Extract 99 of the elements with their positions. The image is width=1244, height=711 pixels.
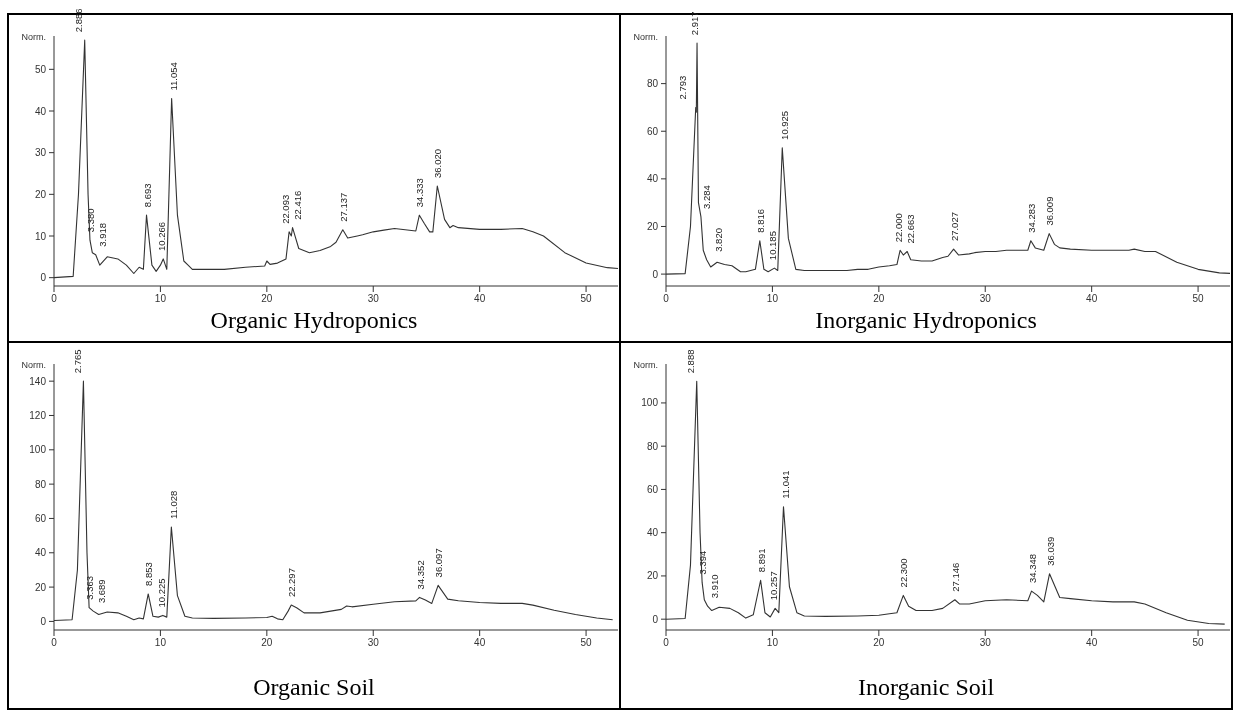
y-tick-label: 80 — [646, 78, 659, 90]
x-tick-label: 50 — [1192, 637, 1205, 648]
annotation: 27.146 — [949, 562, 961, 592]
annotation: 36.009 — [1044, 196, 1056, 226]
annotation: 10.225 — [156, 578, 168, 608]
x-tick-label: 10 — [766, 293, 779, 304]
annotation: 27.027 — [948, 212, 960, 242]
annotation: 22.416 — [291, 190, 303, 220]
y-tick-label: 40 — [646, 527, 659, 539]
y-tick-label: 40 — [34, 105, 47, 117]
y-axis-title: Norm. — [21, 360, 46, 370]
x-tick-label: 50 — [1192, 293, 1205, 304]
annotation: 3.363 — [83, 575, 95, 600]
annotation: 10.925 — [779, 110, 791, 140]
annotation: 3.910 — [709, 574, 721, 599]
annotation: 22.300 — [898, 558, 910, 588]
y-tick-label: 0 — [40, 272, 47, 284]
annotation: 3.820 — [713, 228, 725, 252]
x-tick-label: 30 — [367, 637, 380, 648]
y-tick-label: 0 — [40, 615, 47, 627]
x-tick-label: 10 — [154, 293, 167, 304]
annotation: 8.693 — [141, 183, 153, 208]
annotation: 3.394 — [697, 550, 709, 575]
y-tick-label: 100 — [29, 444, 47, 456]
annotation: 2.765 — [71, 349, 83, 374]
y-tick-label: 20 — [34, 581, 47, 593]
annotation: 3.689 — [95, 579, 107, 604]
y-tick-label: 0 — [652, 268, 659, 280]
y-axis-title: Norm. — [21, 32, 46, 42]
annotation: 8.853 — [143, 562, 155, 586]
x-tick-label: 30 — [979, 293, 992, 304]
annotation: 11.041 — [780, 470, 792, 499]
y-tick-label: 20 — [646, 570, 659, 582]
x-tick-label: 30 — [367, 293, 380, 304]
annotation: 8.891 — [755, 548, 767, 573]
y-tick-label: 40 — [646, 173, 659, 185]
x-tick-label: 50 — [580, 637, 593, 648]
y-tick-label: 60 — [646, 125, 659, 137]
annotation: 2.793 — [677, 75, 689, 100]
annotation: 11.054 — [168, 62, 180, 91]
y-tick-label: 140 — [29, 375, 47, 387]
annotation: 2.886 — [73, 8, 85, 33]
y-tick-label: 50 — [34, 63, 47, 75]
x-tick-label: 20 — [873, 637, 885, 648]
annotation: 34.333 — [414, 178, 426, 208]
x-tick-label: 20 — [261, 293, 273, 304]
y-tick-label: 40 — [34, 547, 47, 559]
x-tick-label: 50 — [580, 293, 593, 304]
annotation: 22.093 — [279, 194, 291, 224]
y-axis-title: Norm. — [633, 360, 658, 370]
x-tick-label: 20 — [261, 637, 273, 648]
annotation: 3.918 — [97, 222, 109, 247]
y-tick-label: 20 — [34, 188, 47, 200]
annotation: 22.663 — [904, 214, 916, 244]
y-tick-label: 10 — [34, 230, 47, 242]
annotation: 36.097 — [433, 548, 445, 578]
x-tick-label: 20 — [873, 293, 885, 304]
y-tick-label: 60 — [646, 483, 659, 495]
annotation: 2.917 — [689, 11, 701, 36]
annotation: 10.257 — [768, 571, 780, 601]
y-tick-label: 30 — [34, 147, 47, 159]
y-tick-label: 20 — [646, 220, 659, 232]
x-tick-label: 40 — [474, 637, 486, 648]
x-tick-label: 0 — [663, 637, 670, 648]
text: Inorganic Soil — [857, 674, 995, 700]
annotation: 36.020 — [432, 148, 444, 178]
x-tick-label: 0 — [663, 293, 670, 304]
annotation: 36.039 — [1044, 536, 1056, 566]
annotation: 34.348 — [1026, 554, 1038, 584]
annotation: 2.888 — [685, 349, 697, 374]
annotation: 34.283 — [1025, 203, 1037, 233]
annotation: 10.266 — [156, 221, 168, 251]
x-tick-label: 40 — [1086, 637, 1098, 648]
annotation: 3.284 — [701, 185, 713, 209]
x-tick-label: 30 — [979, 637, 992, 648]
text: Organic Hydroponics — [210, 307, 418, 333]
x-tick-label: 10 — [154, 637, 167, 648]
annotation: 27.137 — [337, 192, 349, 222]
annotation: 8.816 — [754, 208, 766, 233]
annotation: 22.000 — [892, 213, 904, 243]
annotation: 11.028 — [168, 490, 180, 520]
y-tick-label: 0 — [652, 613, 659, 625]
y-tick-label: 80 — [34, 478, 47, 490]
x-tick-label: 10 — [766, 637, 779, 648]
y-tick-label: 60 — [34, 512, 47, 524]
x-tick-label: 0 — [51, 293, 58, 304]
text: Organic Soil — [253, 674, 376, 700]
text: Inorganic Hydroponics — [815, 307, 1037, 333]
x-tick-label: 40 — [1086, 293, 1098, 304]
x-tick-label: 40 — [474, 293, 486, 304]
annotation: 34.352 — [414, 560, 426, 590]
x-tick-label: 0 — [51, 637, 58, 648]
y-tick-label: 80 — [646, 440, 659, 452]
y-tick-label: 120 — [29, 409, 47, 421]
annotation: 22.297 — [286, 568, 298, 598]
annotation: 3.380 — [85, 208, 97, 233]
y-tick-label: 100 — [641, 397, 659, 409]
y-axis-title: Norm. — [633, 32, 658, 42]
annotation: 10.185 — [767, 231, 779, 261]
